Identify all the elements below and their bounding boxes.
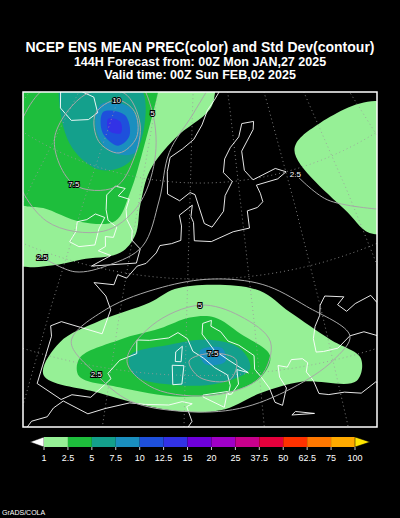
colorbar-tick — [115, 447, 116, 450]
contour-label: 7.5 — [207, 349, 219, 358]
graticule — [23, 92, 377, 427]
colorbar-box — [116, 437, 140, 447]
contour-label: 2.5 — [37, 253, 49, 262]
coastline — [70, 214, 105, 247]
contour-labels: 10 7.5 5 2.5 2.5 5 7.5 2.5 — [37, 96, 302, 379]
colorbar-label: 100 — [347, 453, 362, 463]
colorbar-tick — [283, 447, 284, 450]
colorbar-tick — [307, 447, 308, 450]
colorbar-box — [331, 437, 355, 447]
coastline — [175, 346, 182, 361]
colorbar-tick — [259, 447, 260, 450]
contour-line — [71, 279, 350, 412]
plot-frame — [23, 92, 377, 427]
colorbar-tick — [91, 447, 92, 450]
colorbar-label: 10 — [135, 453, 145, 463]
colorbar-label: 7.5 — [110, 453, 123, 463]
colorbar-label: 1 — [41, 453, 46, 463]
colorbar-label: 12.5 — [155, 453, 173, 463]
colorbar-box — [259, 437, 283, 447]
colorbar-box — [283, 437, 307, 447]
coastline — [313, 295, 377, 352]
colorbar-box — [235, 437, 259, 447]
contour-label: 7.5 — [68, 180, 80, 189]
precip-area — [58, 92, 146, 170]
colorbar-box — [140, 437, 164, 447]
contour-label: 2.5 — [290, 170, 302, 179]
precip-area — [294, 101, 377, 234]
contour-line — [23, 92, 156, 233]
subtitle: 144H Forecast from: 00Z Mon JAN,27 2025 — [74, 55, 326, 69]
contour-label: 5 — [150, 109, 155, 118]
contour-line — [54, 92, 140, 190]
colorbar-tick — [355, 447, 356, 450]
colorbar-tick — [187, 447, 188, 450]
precip-area — [107, 118, 122, 133]
colorbar-label: 2.5 — [62, 453, 75, 463]
colorbar-arrow — [355, 437, 370, 447]
subtitle: Valid time: 00Z Sun FEB,02 2025 — [104, 68, 296, 82]
coastline — [60, 92, 97, 120]
contour-line — [127, 305, 271, 396]
colorbar-tick — [331, 447, 332, 450]
colorbar-label: 50 — [278, 453, 288, 463]
colorbar-tick — [235, 447, 236, 450]
colorbar-tick — [139, 447, 140, 450]
precip-area — [77, 316, 271, 397]
colorbar-box — [92, 437, 116, 447]
contour-label: 5 — [198, 301, 203, 310]
plot-area — [23, 92, 377, 427]
colorbar-tick — [44, 447, 45, 450]
colorbar: 12.557.51012.515202537.55062.575100 — [30, 437, 370, 463]
colorbar-label: 5 — [89, 453, 94, 463]
colorbar-tick — [211, 447, 212, 450]
colorbar-tick — [163, 447, 164, 450]
title: NCEP ENS MEAN PREC(color) and Std Dev(co… — [26, 39, 375, 55]
colorbar-tick — [67, 447, 68, 450]
coastline — [37, 92, 286, 400]
precip-area — [43, 285, 362, 413]
colorbar-label: 75 — [326, 453, 336, 463]
colorbar-box — [211, 437, 235, 447]
colorbar-label: 25 — [230, 453, 240, 463]
coastline — [292, 411, 315, 415]
colorbar-box — [68, 437, 92, 447]
colorbar-label: 62.5 — [298, 453, 316, 463]
colorbar-label: 20 — [206, 453, 216, 463]
colorbar-label: 15 — [183, 453, 193, 463]
precip-area — [101, 110, 131, 145]
colorbar-box — [307, 437, 331, 447]
colorbar-box — [164, 437, 188, 447]
contour-line — [42, 92, 210, 272]
contour-label: 2.5 — [91, 370, 103, 379]
credit: GrADS/COLA — [2, 509, 46, 516]
contour-line — [94, 100, 138, 153]
colorbar-arrow — [30, 437, 44, 447]
map-figure: NCEP ENS MEAN PREC(color) and Std Dev(co… — [0, 0, 400, 518]
colorbar-box — [44, 437, 68, 447]
contour-line — [295, 174, 377, 209]
colorbar-box — [188, 437, 212, 447]
colorbar-label: 37.5 — [251, 453, 269, 463]
coastline — [172, 365, 184, 384]
coastline — [23, 401, 63, 427]
contour-label: 10 — [112, 96, 121, 105]
